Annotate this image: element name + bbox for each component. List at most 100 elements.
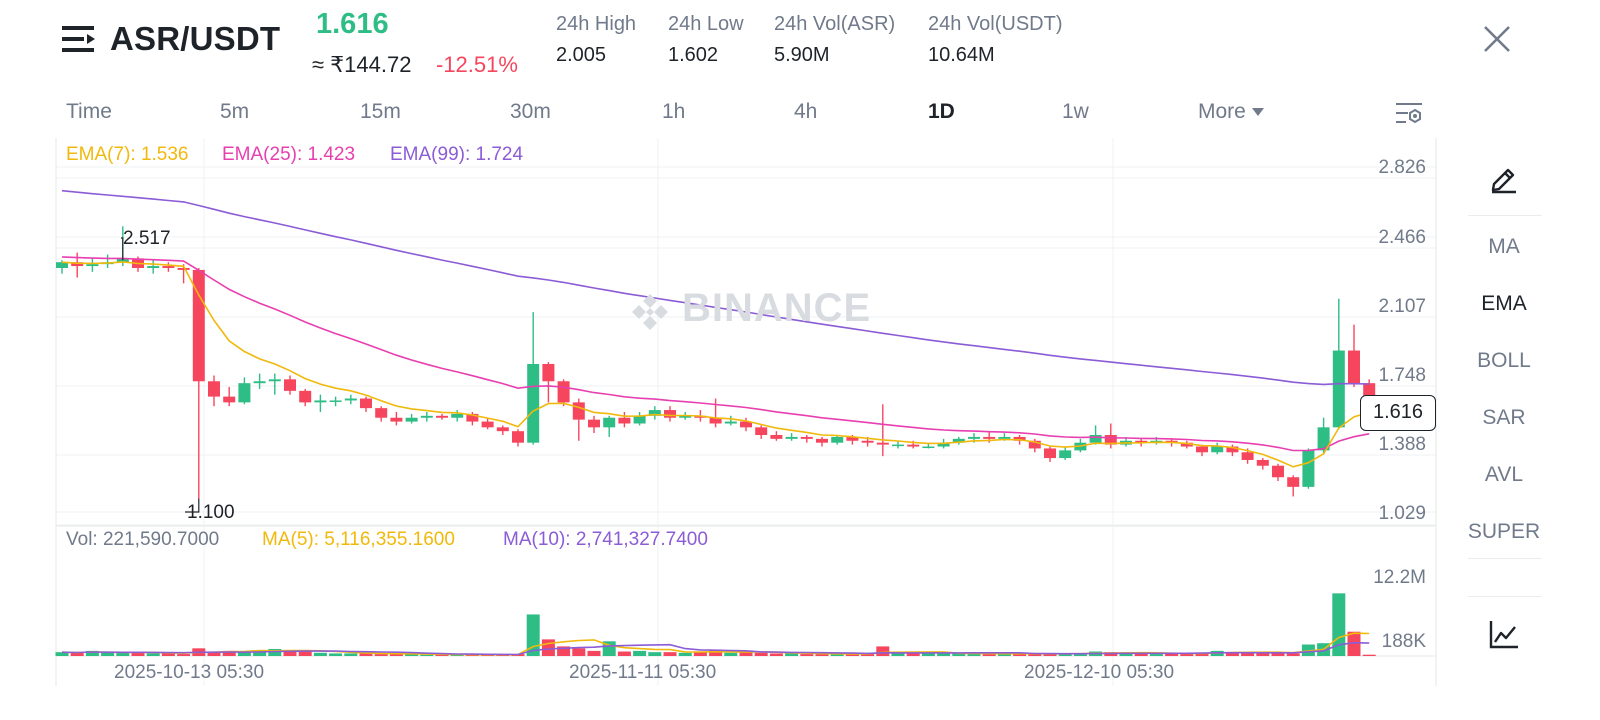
candle-body — [1104, 435, 1117, 445]
chart-settings-icon[interactable] — [1394, 100, 1424, 128]
volume-bar — [906, 653, 920, 656]
candle-body — [481, 421, 494, 428]
tab-5m[interactable]: 5m — [220, 100, 250, 123]
candle-body — [557, 381, 570, 403]
volume-bar — [329, 653, 343, 656]
candle-body — [253, 381, 266, 384]
volume-bar — [921, 653, 935, 656]
stat-24h-low-value: 1.602 — [668, 44, 719, 66]
candle-body — [86, 264, 99, 267]
volume-bar — [617, 651, 631, 656]
trading-pair-title[interactable]: ASR/USDT — [110, 20, 281, 57]
volume-bar — [982, 654, 996, 656]
volume-legend: Vol: 221,590.7000 — [66, 529, 220, 550]
candle-body — [922, 446, 935, 449]
ema7-line — [61, 261, 1370, 468]
candle-body — [192, 269, 205, 382]
stat-24h-vol-base-value: 5.90M — [774, 44, 830, 66]
side-item-sar[interactable]: SAR — [1482, 406, 1526, 429]
side-item-ma[interactable]: MA — [1488, 235, 1520, 258]
ma5-legend: MA(5): 5,116,355.1600 — [262, 529, 455, 550]
pen-draw-icon[interactable] — [1488, 162, 1520, 194]
volume-bar — [177, 654, 191, 656]
volume-bar — [1180, 653, 1194, 656]
candle-body — [831, 436, 844, 443]
candle-body — [314, 400, 327, 403]
tab-4h[interactable]: 4h — [794, 100, 818, 123]
candle-body — [420, 415, 433, 418]
candle-body — [390, 417, 403, 422]
volume-bar — [952, 653, 966, 656]
candle-body — [755, 427, 768, 436]
candle-body — [344, 398, 357, 401]
volume-ma10-line — [61, 641, 1370, 656]
candle-body — [1302, 450, 1315, 487]
side-item-avl[interactable]: AVL — [1484, 463, 1524, 486]
binance-logo-icon — [632, 294, 668, 330]
side-item-ema[interactable]: EMA — [1481, 292, 1527, 315]
candle-body — [679, 415, 692, 418]
tab-1w[interactable]: 1w — [1062, 100, 1089, 123]
close-icon[interactable] — [1480, 22, 1514, 56]
candle-body — [1196, 446, 1208, 453]
volume-bar — [146, 653, 160, 656]
volume-bar — [70, 652, 84, 656]
volume-bar — [253, 650, 267, 656]
menu-list-icon[interactable] — [62, 24, 96, 54]
candle-body — [968, 436, 980, 439]
candle-body — [861, 440, 874, 443]
candle-body — [588, 419, 600, 428]
volume-bar — [101, 652, 115, 656]
candle-body — [907, 444, 920, 447]
ema25-line — [61, 256, 1370, 452]
volume-bar — [450, 654, 464, 656]
volume-bar — [587, 650, 601, 656]
side-divider — [1468, 558, 1542, 559]
tab-15m[interactable]: 15m — [360, 100, 401, 123]
price-axis-tick: 2.826 — [1378, 157, 1426, 178]
high-price-marker: 2.517 — [123, 228, 171, 249]
price-axis-tick: 2.466 — [1378, 227, 1426, 248]
volume-bar — [1362, 654, 1376, 656]
tab-30m[interactable]: 30m — [510, 100, 551, 123]
volume-bar — [1286, 653, 1300, 656]
candle-body — [1180, 442, 1193, 447]
candle-body — [284, 379, 296, 391]
side-item-super[interactable]: SUPER — [1467, 520, 1541, 543]
candle-body — [648, 410, 661, 416]
candle-body — [496, 427, 509, 432]
candle-body — [56, 262, 68, 268]
candle-body — [572, 402, 585, 420]
candle-body — [1226, 446, 1239, 453]
stat-24h-vol-quote-label: 24h Vol(USDT) — [928, 13, 1063, 35]
volume-bar — [1149, 654, 1163, 656]
volume-bar — [648, 652, 662, 656]
volume-bar — [344, 653, 358, 656]
tab-1d[interactable]: 1D — [928, 100, 955, 123]
candle-body — [542, 363, 555, 382]
line-chart-icon[interactable] — [1488, 618, 1520, 650]
volume-bar — [724, 652, 738, 656]
date-axis-tick: 2025-10-13 05:30 — [114, 662, 265, 683]
volume-bar — [237, 652, 251, 656]
ema25-legend: EMA(25): 1.423 — [222, 144, 356, 165]
tab-time[interactable]: Time — [66, 100, 112, 123]
candle-body — [618, 417, 631, 424]
volume-bar — [1271, 652, 1285, 656]
high-marker-line — [121, 237, 124, 261]
candle-body — [1332, 350, 1345, 428]
volume-bar — [997, 654, 1011, 656]
volume-bar — [830, 654, 844, 656]
tab-more[interactable]: More — [1198, 100, 1264, 124]
volume-bar — [693, 652, 707, 656]
tab-1h[interactable]: 1h — [662, 100, 686, 123]
candle-body — [770, 435, 783, 439]
candle-body — [816, 438, 828, 443]
candle-body — [375, 408, 388, 418]
price-axis-tick: 1.748 — [1378, 365, 1426, 386]
side-item-boll[interactable]: BOLL — [1477, 349, 1531, 372]
volume-bar — [1013, 653, 1027, 656]
candle-body — [892, 444, 904, 447]
stat-24h-high-label: 24h High — [556, 13, 637, 35]
